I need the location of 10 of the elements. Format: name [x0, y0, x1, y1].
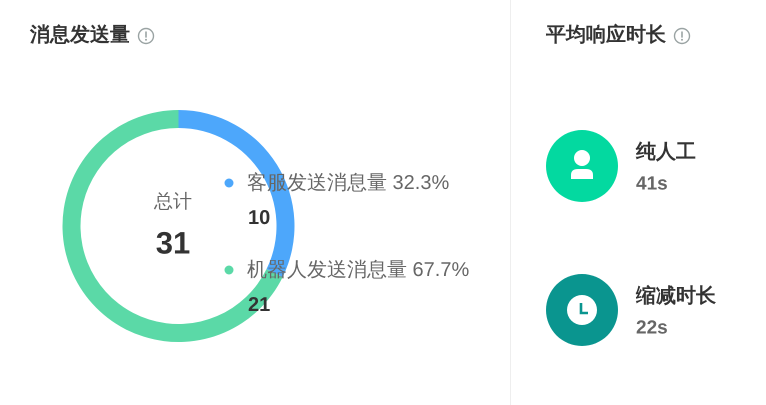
- text: 41s: [636, 174, 668, 194]
- text: 22s: [636, 318, 668, 338]
- data-label: 10: [248, 207, 270, 229]
- chart-title: 消息发送量: [29, 24, 130, 46]
- text: 31: [156, 226, 190, 260]
- text: 平均响应时长: [545, 23, 667, 46]
- text: 总计: [153, 192, 192, 212]
- text: 缩减时长: [635, 284, 717, 307]
- text: 纯人工: [635, 141, 696, 163]
- legend-label: 客服发送消息量 32.3%: [247, 172, 450, 194]
